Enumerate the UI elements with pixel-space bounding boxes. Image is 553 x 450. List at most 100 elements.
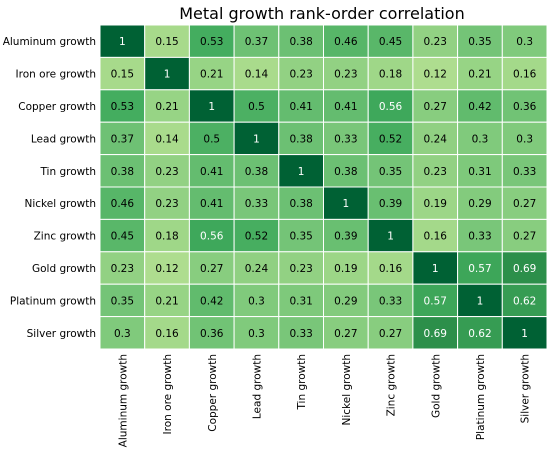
heatmap-cell <box>144 89 190 123</box>
heatmap-cell <box>457 283 503 318</box>
chart-title: Metal growth rank-order correlation <box>179 4 464 23</box>
cell-value-label: 0.41 <box>200 198 223 210</box>
cell-value-label: 0.3 <box>516 36 533 48</box>
cell-value-label: 0.42 <box>468 101 491 113</box>
heatmap-cell <box>323 218 369 253</box>
cell-value-label: 0.27 <box>200 263 223 275</box>
cell-value-label: 0.38 <box>334 166 357 178</box>
cell-value-label: 0.41 <box>200 166 223 178</box>
cell-value-label: 0.18 <box>155 231 178 243</box>
cell-value-label: 0.27 <box>513 198 536 210</box>
cell-value-label: 1 <box>164 69 171 81</box>
heatmap-cell <box>323 251 369 285</box>
heatmap-cell <box>323 121 369 156</box>
heatmap-cell <box>412 56 459 91</box>
cell-value-label: 0.36 <box>513 101 537 113</box>
heatmap-cell <box>144 24 190 58</box>
heatmap-cell <box>188 251 235 285</box>
cell-value-label: 0.29 <box>468 198 491 210</box>
cell-value-label: 0.52 <box>379 133 402 145</box>
heatmap-cell <box>144 154 190 188</box>
row-tick-label: Copper growth <box>18 101 96 113</box>
cell-value-label: 0.24 <box>424 133 448 145</box>
column-tick-label: Zinc growth <box>386 354 398 416</box>
heatmap-cell <box>501 24 548 58</box>
heatmap-cell <box>233 56 280 91</box>
cell-value-label: 0.16 <box>424 231 448 243</box>
cell-value-label: 0.33 <box>289 328 312 340</box>
cell-value-label: 0.23 <box>155 166 178 178</box>
cell-value-label: 0.23 <box>155 198 178 210</box>
heatmap-cell <box>99 283 146 318</box>
heatmap-cell <box>188 89 235 123</box>
cell-value-label: 0.3 <box>248 328 265 340</box>
cell-value-label: 0.3 <box>472 133 489 145</box>
cell-value-label: 0.16 <box>155 328 179 340</box>
cell-value-label: 1 <box>521 328 528 340</box>
cell-value-label: 0.33 <box>379 295 402 307</box>
heatmap-cell <box>412 154 459 188</box>
cell-value-label: 0.53 <box>111 101 134 113</box>
heatmap-cell <box>188 186 235 220</box>
row-tick-label: Platinum growth <box>10 295 96 307</box>
cell-value-label: 0.38 <box>289 198 312 210</box>
heatmap-cell <box>278 154 324 188</box>
cell-value-label: 0.21 <box>200 69 223 81</box>
heatmap-cell <box>457 251 503 285</box>
heatmap-cell <box>323 186 369 220</box>
heatmap-cell <box>367 251 414 285</box>
cell-value-label: 1 <box>387 231 394 243</box>
cell-value-label: 0.27 <box>424 101 447 113</box>
heatmap-cell <box>188 283 235 318</box>
column-tick-labels: Aluminum growth Iron ore growth Copper gro… <box>117 354 531 447</box>
heatmap-cell <box>99 121 146 156</box>
cell-value-label: 0.69 <box>424 328 447 340</box>
cell-value-label: 0.14 <box>155 133 179 145</box>
row-tick-label: Gold growth <box>32 263 96 275</box>
cell-value-label: 0.57 <box>468 263 491 275</box>
heatmap-cell <box>323 56 369 91</box>
heatmap-cell <box>99 218 146 253</box>
heatmap-cell <box>501 283 548 318</box>
heatmap-cell <box>99 186 146 220</box>
column-tick-label: Gold growth <box>430 354 442 418</box>
heatmap-cell <box>457 89 503 123</box>
cell-value-label: 0.16 <box>513 69 537 81</box>
heatmap-cell <box>457 186 503 220</box>
row-tick-label: Aluminum growth <box>3 36 96 48</box>
cell-value-label: 0.35 <box>468 36 491 48</box>
cell-value-label: 0.45 <box>111 231 134 243</box>
column-tick-label: Iron ore growth <box>162 354 174 434</box>
cell-value-label: 0.56 <box>200 231 224 243</box>
cell-value-label: 0.57 <box>424 295 447 307</box>
column-tick-label: Aluminum growth <box>117 354 129 447</box>
heatmap-cell <box>412 251 459 285</box>
cell-value-label: 0.5 <box>248 101 265 113</box>
cell-value-label: 0.31 <box>468 166 491 178</box>
cell-value-label: 0.5 <box>203 133 220 145</box>
heatmap-cell <box>233 251 280 285</box>
column-tick-label: Lead growth <box>251 354 263 419</box>
heatmap-cell <box>367 89 414 123</box>
heatmap-cell <box>233 283 280 318</box>
cell-value-label: 0.62 <box>468 328 491 340</box>
cell-value-label: 0.15 <box>111 69 134 81</box>
cell-value-label: 1 <box>298 166 305 178</box>
cell-value-label: 0.33 <box>245 198 268 210</box>
cell-value-label: 0.31 <box>289 295 312 307</box>
cell-value-label: 1 <box>343 198 350 210</box>
cell-value-label: 0.35 <box>379 166 402 178</box>
cell-value-label: 0.19 <box>334 263 357 275</box>
cell-value-label: 1 <box>208 101 215 113</box>
heatmap-cell <box>367 56 414 91</box>
cell-value-label: 0.16 <box>379 263 403 275</box>
cell-value-label: 0.38 <box>289 36 312 48</box>
cell-value-label: 1 <box>119 36 126 48</box>
heatmap-cell <box>367 121 414 156</box>
row-tick-label: Tin growth <box>39 166 96 178</box>
cell-value-label: 0.21 <box>155 295 178 307</box>
cell-value-label: 0.46 <box>334 36 358 48</box>
cell-value-label: 0.15 <box>155 36 178 48</box>
heatmap-cell <box>323 24 369 58</box>
cell-value-label: 0.33 <box>468 231 491 243</box>
